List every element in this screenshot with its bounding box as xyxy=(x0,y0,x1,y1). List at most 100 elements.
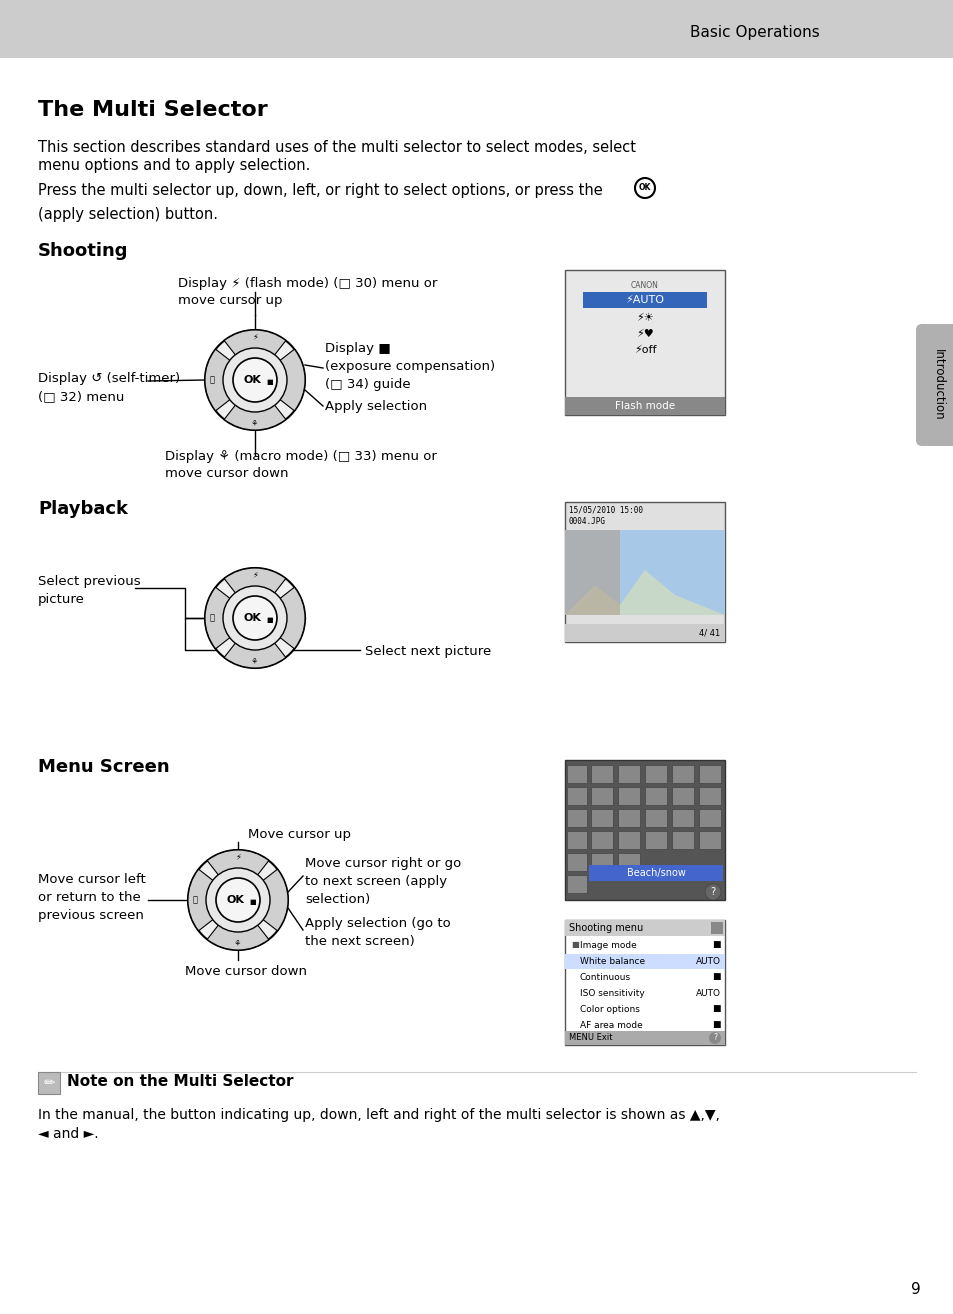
Text: selection): selection) xyxy=(305,894,370,905)
Polygon shape xyxy=(564,570,724,615)
Bar xyxy=(564,530,619,615)
Text: (apply selection) button.: (apply selection) button. xyxy=(38,208,218,222)
Text: ⚡☀: ⚡☀ xyxy=(636,313,653,323)
Bar xyxy=(590,853,613,871)
Text: Move cursor right or go: Move cursor right or go xyxy=(305,857,460,870)
Wedge shape xyxy=(254,350,305,411)
Text: (□ 34) guide: (□ 34) guide xyxy=(325,378,410,392)
Circle shape xyxy=(205,568,305,668)
Text: The Multi Selector: The Multi Selector xyxy=(38,100,268,120)
Text: Image mode: Image mode xyxy=(579,941,636,950)
Bar xyxy=(564,269,724,415)
Text: ⚡: ⚡ xyxy=(252,570,257,579)
Text: Move cursor up: Move cursor up xyxy=(248,828,351,841)
Text: ◄ and ►.: ◄ and ►. xyxy=(38,1127,98,1141)
Text: 4/ 41: 4/ 41 xyxy=(698,628,720,637)
Text: Note on the Multi Selector: Note on the Multi Selector xyxy=(67,1075,294,1089)
Bar xyxy=(590,787,613,805)
Text: ⚘: ⚘ xyxy=(251,418,258,427)
Text: ■: ■ xyxy=(250,899,256,905)
Bar xyxy=(566,787,586,805)
Bar xyxy=(699,809,720,827)
Bar xyxy=(618,765,639,783)
Bar xyxy=(0,0,953,58)
Circle shape xyxy=(223,348,287,413)
Text: OK: OK xyxy=(639,184,651,192)
FancyBboxPatch shape xyxy=(915,325,953,445)
Text: CANON: CANON xyxy=(630,280,659,289)
Text: ⚘: ⚘ xyxy=(251,657,258,665)
Circle shape xyxy=(233,597,276,640)
Bar xyxy=(566,765,586,783)
Wedge shape xyxy=(207,900,269,950)
Text: Shooting: Shooting xyxy=(38,242,129,260)
Text: ✏: ✏ xyxy=(43,1076,54,1091)
Text: ■: ■ xyxy=(571,941,578,950)
Text: AUTO: AUTO xyxy=(696,988,720,997)
Circle shape xyxy=(205,330,305,430)
Bar xyxy=(699,830,720,849)
Text: Introduction: Introduction xyxy=(930,350,943,420)
Circle shape xyxy=(635,177,655,198)
Text: In the manual, the button indicating up, down, left and right of the multi selec: In the manual, the button indicating up,… xyxy=(38,1108,720,1122)
Circle shape xyxy=(704,884,720,900)
Bar xyxy=(644,765,666,783)
Text: White balance: White balance xyxy=(579,957,644,966)
Circle shape xyxy=(188,850,288,950)
Text: Apply selection: Apply selection xyxy=(325,399,427,413)
Bar xyxy=(564,624,724,643)
Text: ?: ? xyxy=(710,887,715,897)
Bar xyxy=(671,830,693,849)
Text: ■: ■ xyxy=(712,1004,720,1013)
Text: ■: ■ xyxy=(267,378,273,385)
Bar xyxy=(564,759,724,900)
Text: to next screen (apply: to next screen (apply xyxy=(305,875,447,888)
Bar xyxy=(564,397,724,415)
Text: Playback: Playback xyxy=(38,501,128,518)
Wedge shape xyxy=(188,870,237,930)
Bar xyxy=(644,787,666,805)
Text: menu options and to apply selection.: menu options and to apply selection. xyxy=(38,158,310,173)
Circle shape xyxy=(708,1031,720,1045)
Bar xyxy=(38,1072,60,1095)
Text: OK: OK xyxy=(243,374,261,385)
Wedge shape xyxy=(207,850,269,900)
Text: ⚡: ⚡ xyxy=(234,853,241,862)
Wedge shape xyxy=(205,587,254,649)
Wedge shape xyxy=(224,618,286,668)
Bar xyxy=(564,920,724,1045)
Text: Basic Operations: Basic Operations xyxy=(689,25,819,41)
Bar xyxy=(566,809,586,827)
Text: Color options: Color options xyxy=(579,1004,639,1013)
Bar xyxy=(588,865,722,880)
Bar xyxy=(618,787,639,805)
Text: ■: ■ xyxy=(267,618,273,623)
Bar xyxy=(644,830,666,849)
Text: Display ↺ (self-timer): Display ↺ (self-timer) xyxy=(38,372,180,385)
Wedge shape xyxy=(205,350,254,411)
Text: MENU Exit: MENU Exit xyxy=(568,1034,612,1042)
Text: ■: ■ xyxy=(712,972,720,982)
Circle shape xyxy=(206,869,270,932)
Wedge shape xyxy=(254,587,305,649)
Text: Continuous: Continuous xyxy=(579,972,631,982)
Text: Select next picture: Select next picture xyxy=(365,645,491,658)
Bar xyxy=(671,809,693,827)
Text: Press the multi selector up, down, left, or right to select options, or press th: Press the multi selector up, down, left,… xyxy=(38,183,602,198)
Bar xyxy=(710,922,722,934)
Bar xyxy=(618,830,639,849)
Text: move cursor up: move cursor up xyxy=(178,294,282,307)
Text: Display ⚘ (macro mode) (□ 33) menu or: Display ⚘ (macro mode) (□ 33) menu or xyxy=(165,449,436,463)
Text: 15/05/2010 15:00: 15/05/2010 15:00 xyxy=(568,506,642,515)
Text: ISO sensitivity: ISO sensitivity xyxy=(579,988,644,997)
Bar xyxy=(644,809,666,827)
Wedge shape xyxy=(224,568,286,618)
Bar xyxy=(671,765,693,783)
Text: AF area mode: AF area mode xyxy=(579,1021,642,1029)
Text: (□ 32) menu: (□ 32) menu xyxy=(38,390,124,403)
Text: 0004.JPG: 0004.JPG xyxy=(568,518,605,527)
Text: Menu Screen: Menu Screen xyxy=(38,758,170,777)
Text: ⚘: ⚘ xyxy=(234,938,241,947)
Text: AUTO: AUTO xyxy=(696,957,720,966)
Circle shape xyxy=(215,878,260,922)
